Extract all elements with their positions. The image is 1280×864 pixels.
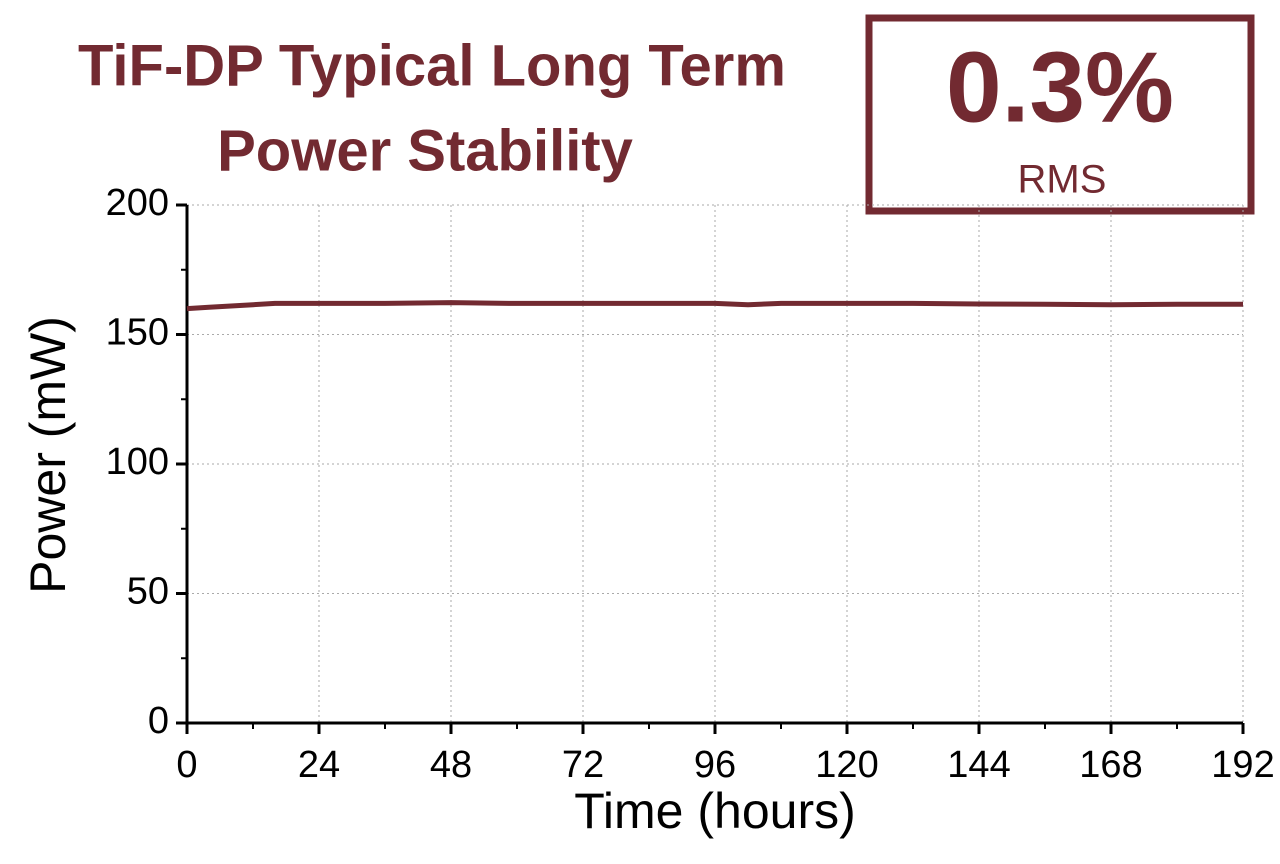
y-tick-label: 200	[106, 182, 169, 224]
x-tick-label: 24	[298, 744, 340, 786]
x-tick-label: 96	[694, 744, 736, 786]
x-tick-label: 168	[1079, 744, 1142, 786]
annotation-box	[865, 14, 1255, 215]
x-tick-label: 48	[430, 744, 472, 786]
annotation-value: 0.3%	[946, 31, 1174, 143]
annotation-label: RMS	[1018, 158, 1107, 202]
y-tick-label: 0	[148, 700, 169, 742]
chart-title-line: Power Stability	[217, 118, 633, 183]
x-tick-label: 0	[176, 744, 197, 786]
x-tick-label: 72	[562, 744, 604, 786]
y-tick-label: 100	[106, 441, 169, 483]
x-axis-title: Time (hours)	[574, 783, 856, 839]
x-tick-label: 144	[947, 744, 1010, 786]
x-tick-label: 120	[815, 744, 878, 786]
y-axis-title: Power (mW)	[20, 316, 76, 594]
x-tick-label: 192	[1211, 744, 1274, 786]
chart-title-line: TiF-DP Typical Long Term	[78, 33, 786, 98]
y-tick-label: 150	[106, 312, 169, 354]
data-line	[186, 300, 1243, 312]
y-tick-label: 50	[127, 571, 169, 613]
